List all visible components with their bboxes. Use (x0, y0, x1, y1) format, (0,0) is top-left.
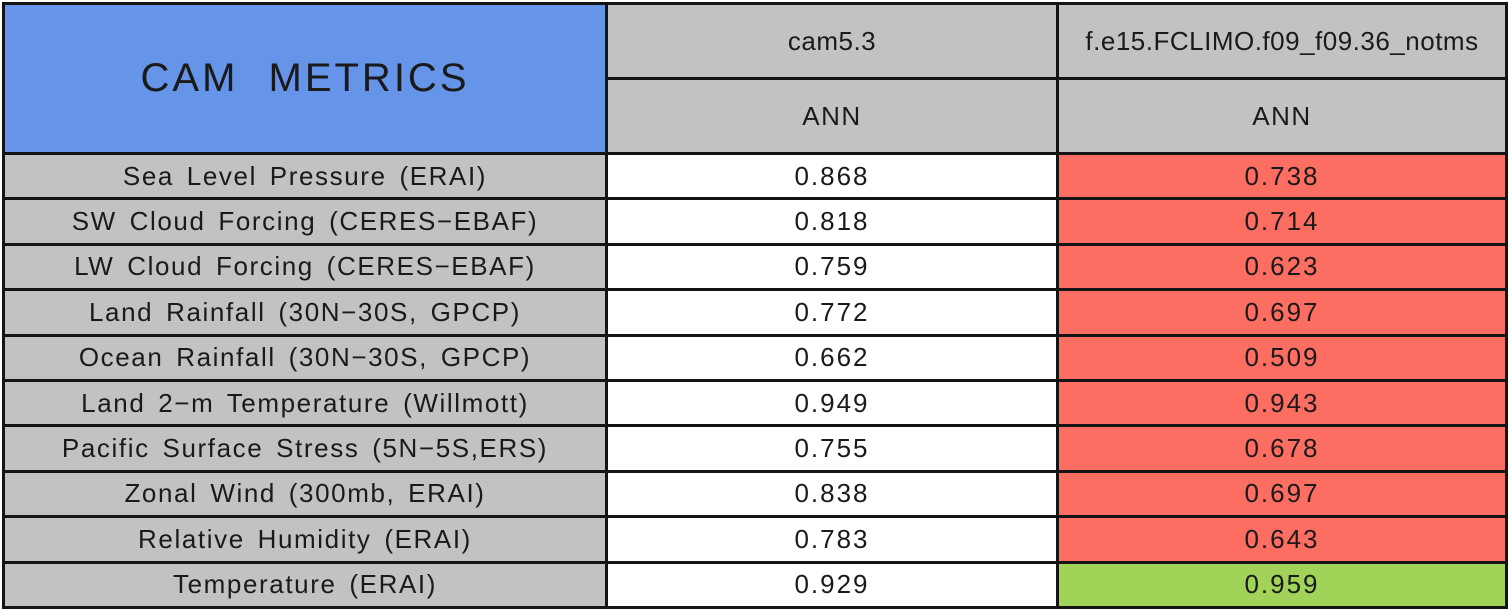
table-row: SW Cloud Forcing (CERES−EBAF) 0.818 0.71… (2, 197, 1508, 246)
model-header-cam53: cam5.3 (605, 2, 1059, 80)
metric-label: Sea Level Pressure (ERAI) (2, 151, 608, 201)
metric-value-test: 0.643 (1056, 515, 1508, 564)
metric-value-test: 0.623 (1056, 242, 1508, 292)
metric-value-baseline: 0.662 (605, 333, 1059, 382)
metric-value-test: 0.959 (1056, 560, 1508, 610)
metric-value-baseline: 0.772 (605, 288, 1059, 337)
metric-value-baseline: 0.949 (605, 378, 1059, 428)
metric-label: Zonal Wind (300mb, ERAI) (2, 469, 608, 519)
metric-value-baseline: 0.818 (605, 197, 1059, 246)
table-row: Ocean Rainfall (30N−30S, GPCP) 0.662 0.5… (2, 333, 1508, 382)
table-row: Relative Humidity (ERAI) 0.783 0.643 (2, 515, 1508, 564)
metric-value-baseline: 0.929 (605, 560, 1059, 610)
metric-label: SW Cloud Forcing (CERES−EBAF) (2, 197, 608, 246)
metric-label: Relative Humidity (ERAI) (2, 515, 608, 564)
model-header-fe15: f.e15.FCLIMO.f09_f09.36_notms (1056, 2, 1508, 80)
metric-value-test: 0.714 (1056, 197, 1508, 246)
table-row: Sea Level Pressure (ERAI) 0.868 0.738 (2, 151, 1508, 201)
season-header-cam53: ANN (605, 77, 1059, 155)
metric-value-baseline: 0.868 (605, 151, 1059, 201)
metric-value-test: 0.678 (1056, 424, 1508, 473)
metric-value-test: 0.509 (1056, 333, 1508, 382)
table-row: LW Cloud Forcing (CERES−EBAF) 0.759 0.62… (2, 242, 1508, 292)
metric-value-baseline: 0.759 (605, 242, 1059, 292)
table-row: Land Rainfall (30N−30S, GPCP) 0.772 0.69… (2, 288, 1508, 337)
table-row: Pacific Surface Stress (5N−5S,ERS) 0.755… (2, 424, 1508, 473)
metric-label: Land Rainfall (30N−30S, GPCP) (2, 288, 608, 337)
metric-value-baseline: 0.783 (605, 515, 1059, 564)
metric-label: Land 2−m Temperature (Willmott) (2, 378, 608, 428)
table-row: Land 2−m Temperature (Willmott) 0.949 0.… (2, 378, 1508, 428)
metric-label: Ocean Rainfall (30N−30S, GPCP) (2, 333, 608, 382)
season-header-row: ANN ANN (4, 77, 1508, 155)
metric-label: Pacific Surface Stress (5N−5S,ERS) (2, 424, 608, 473)
season-header-fe15: ANN (1056, 77, 1508, 155)
table-row: Temperature (ERAI) 0.929 0.959 (2, 560, 1508, 610)
model-header-row: CAM METRICS cam5.3 f.e15.FCLIMO.f09_f09.… (2, 2, 1508, 155)
table-title: CAM METRICS (2, 2, 608, 155)
metric-value-baseline: 0.755 (605, 424, 1059, 473)
table-row: Zonal Wind (300mb, ERAI) 0.838 0.697 (2, 469, 1508, 519)
metric-label: LW Cloud Forcing (CERES−EBAF) (2, 242, 608, 292)
metric-value-test: 0.738 (1056, 151, 1508, 201)
metric-value-test: 0.697 (1056, 469, 1508, 519)
metric-value-baseline: 0.838 (605, 469, 1059, 519)
metric-value-test: 0.697 (1056, 288, 1508, 337)
metric-label: Temperature (ERAI) (2, 560, 608, 610)
metric-value-test: 0.943 (1056, 378, 1508, 428)
